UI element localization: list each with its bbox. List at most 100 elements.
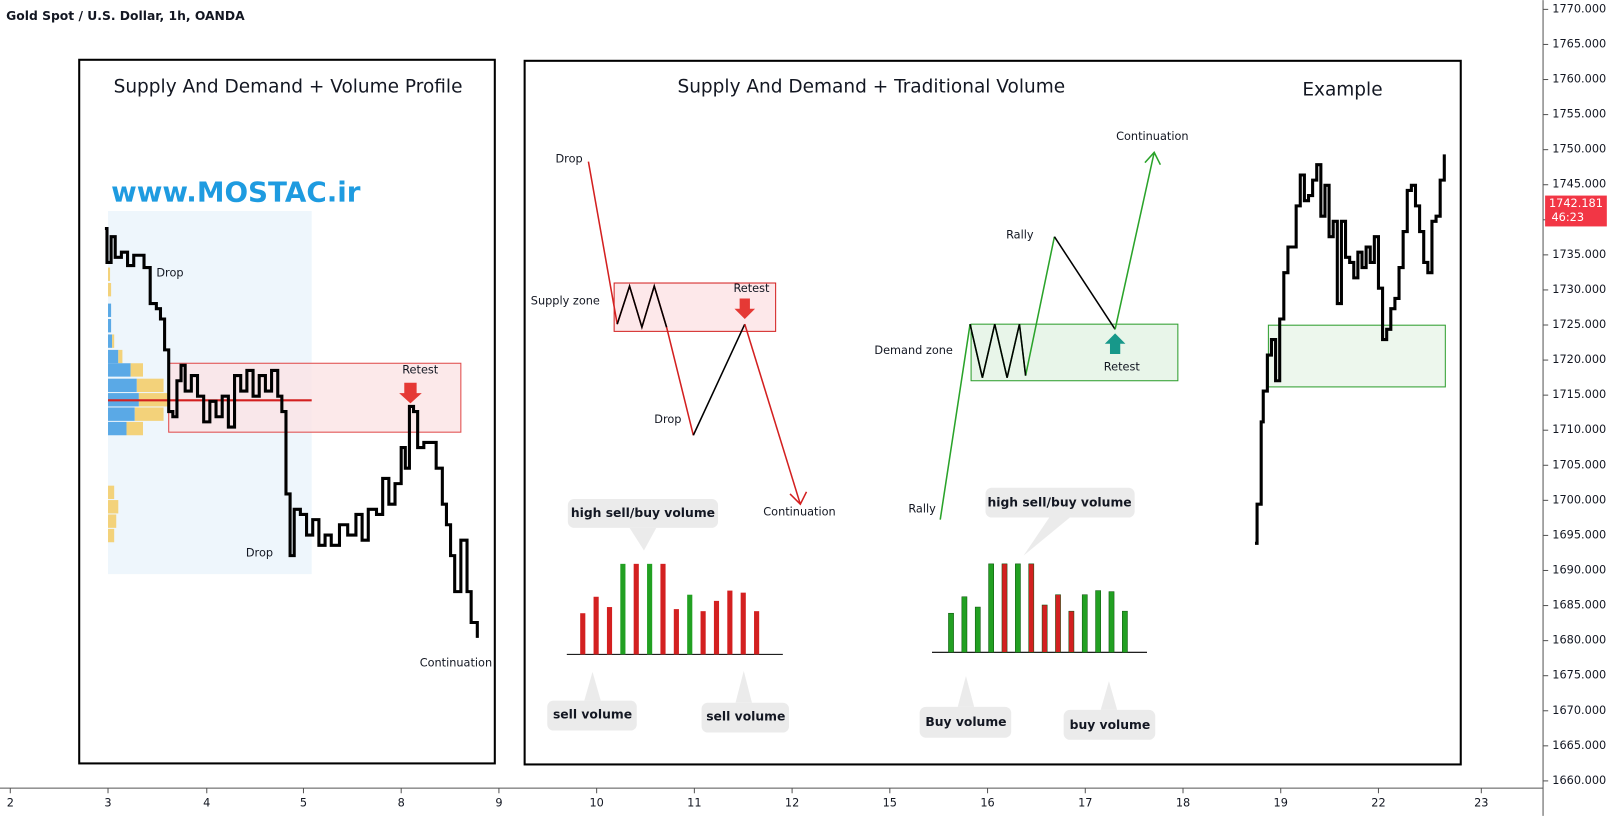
price-label: 1770.000: [1552, 2, 1606, 15]
profile-bar: [108, 319, 112, 333]
time-label: 18: [1176, 797, 1190, 810]
zigzag: [969, 323, 1027, 378]
symbol-title: Gold Spot / U.S. Dollar, 1h, OANDA: [6, 9, 245, 23]
volume-bar: [974, 606, 981, 653]
arrowhead: [1144, 151, 1162, 166]
volume-bar: [727, 590, 733, 655]
volume-bar: [1028, 563, 1035, 653]
volume-bar: [740, 592, 746, 655]
callout-bubble: [919, 706, 1012, 738]
callout-bubble: [547, 700, 637, 731]
callout-pointer: [735, 670, 752, 703]
profile-bar: [108, 267, 111, 281]
volume-bar: [1122, 610, 1128, 653]
volume-bar: [687, 594, 693, 655]
callout-text: Buy volume: [925, 715, 1006, 729]
price-label: 1665.000: [1552, 739, 1606, 752]
profile-bar: [108, 363, 131, 377]
volume-profile: [108, 267, 170, 543]
retest-arrow: [1104, 333, 1126, 354]
time-label: 23: [1474, 797, 1488, 810]
callout-bubble: [985, 487, 1135, 518]
volume-bar: [1081, 594, 1088, 653]
label: Drop: [654, 413, 681, 426]
label: Continuation: [420, 657, 492, 670]
label: Rally: [1006, 229, 1034, 242]
profile-bar: [108, 303, 112, 317]
panel-frame: [78, 58, 496, 765]
time-label: 8: [398, 797, 405, 810]
profile-bar: [134, 407, 164, 421]
volume-bar: [700, 611, 706, 655]
volume-bar: [673, 609, 679, 655]
label: Drop: [246, 547, 273, 560]
price-label: 1725.000: [1552, 318, 1606, 331]
price-label: 1730.000: [1552, 283, 1606, 296]
countdown: 46:23: [1551, 211, 1584, 224]
time-label: 11: [687, 797, 701, 810]
volume-bar: [961, 596, 968, 653]
time-label: 5: [300, 797, 307, 810]
profile-bar: [118, 349, 123, 364]
profile-bar: [108, 514, 117, 528]
label: Retest: [402, 363, 439, 376]
panel-title: Example: [1302, 80, 1382, 101]
label: Continuation: [1116, 130, 1188, 143]
time-label: 19: [1274, 797, 1288, 810]
volume-bar: [988, 563, 994, 653]
price-axis: 1770.000 1765.000 1760.000 1755.000 1750.000…: [1543, 2, 1606, 787]
volume-bar: [754, 611, 760, 655]
time-label: 15: [883, 797, 897, 810]
callout-text: buy volume: [1070, 718, 1151, 732]
volume-bar: [1041, 604, 1048, 653]
callout-text: high sell/buy volume: [571, 506, 715, 520]
volume-bar: [580, 613, 586, 655]
volume-bar: [660, 563, 666, 655]
continuation-path: [744, 323, 802, 505]
price-line: [1255, 154, 1446, 545]
profile-bar: [136, 378, 164, 393]
time-label: 3: [104, 797, 111, 810]
volume-bar: [1001, 563, 1008, 653]
volume-bar: [1108, 591, 1115, 653]
label: Rally: [908, 502, 936, 515]
volume-bar: [1095, 590, 1101, 653]
time-label: 17: [1078, 797, 1092, 810]
time-label: 4: [203, 797, 210, 810]
label: Drop: [156, 267, 183, 280]
price-tag: [1545, 195, 1607, 227]
current-price: 1742.181: [1549, 197, 1603, 210]
price-label: 1745.000: [1552, 178, 1606, 191]
price-label: 1670.000: [1552, 704, 1606, 717]
time-label: 12: [785, 797, 799, 810]
callout-bubble: [1063, 709, 1156, 740]
volume-bar: [1015, 563, 1021, 653]
arrowhead: [789, 491, 808, 506]
profile-bar: [112, 334, 115, 348]
label: Drop: [555, 153, 582, 166]
panel-frame: [523, 59, 1462, 766]
price-label: 1760.000: [1552, 73, 1606, 86]
profile-bar: [108, 407, 135, 421]
profile-bar: [108, 485, 115, 500]
price-line: [104, 226, 479, 638]
price-label: 1705.000: [1552, 458, 1606, 471]
label: Supply zone: [531, 295, 600, 308]
volume-bar: [1068, 610, 1075, 653]
volume-bar: [948, 612, 954, 653]
profile-bar: [130, 363, 143, 377]
time-label: 10: [589, 797, 603, 810]
profile-bar: [108, 349, 119, 364]
volume-bar: [633, 563, 639, 655]
callouts: high sell/buy volume sell volume sell vo…: [547, 487, 1156, 740]
demand-zone: [970, 323, 1179, 382]
time-label: 9: [495, 797, 502, 810]
volume-bar: [713, 600, 720, 655]
price-label: 1685.000: [1552, 599, 1606, 612]
profile-bar: [126, 421, 143, 436]
callout-pointer: [957, 675, 975, 707]
profile-bar: [108, 378, 137, 393]
profile-bar: [108, 334, 113, 348]
volume-bar: [606, 607, 613, 655]
price-label: 1755.000: [1552, 108, 1606, 121]
